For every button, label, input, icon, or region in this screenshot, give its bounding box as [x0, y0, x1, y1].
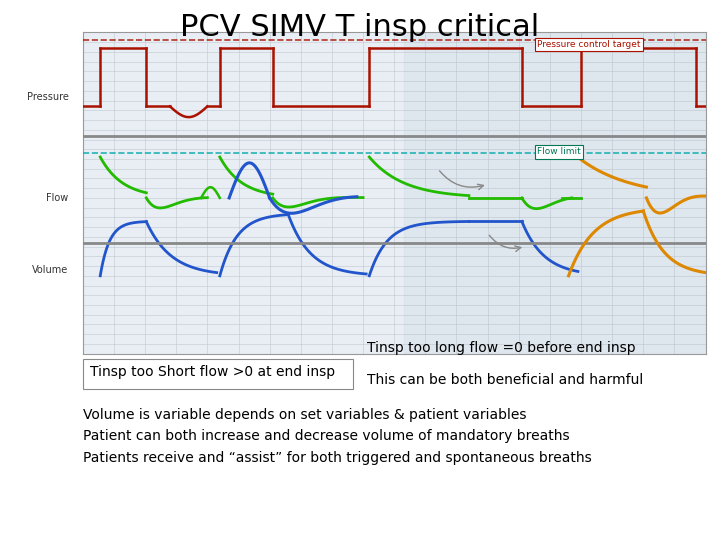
Text: PCV SIMV T insp critical: PCV SIMV T insp critical	[181, 14, 539, 43]
Text: Volume is variable depends on set variables & patient variables: Volume is variable depends on set variab…	[83, 408, 526, 422]
Text: Volume: Volume	[32, 265, 68, 275]
Text: Pressure: Pressure	[27, 92, 68, 102]
Text: This can be both beneficial and harmful: This can be both beneficial and harmful	[367, 373, 644, 387]
Text: Pressure control target: Pressure control target	[537, 40, 641, 49]
Bar	[403, 32, 706, 354]
Text: Tinsp too Short flow >0 at end insp: Tinsp too Short flow >0 at end insp	[90, 366, 335, 380]
Text: Patient can both increase and decrease volume of mandatory breaths: Patient can both increase and decrease v…	[83, 429, 570, 443]
Text: Patients receive and “assist” for both triggered and spontaneous breaths: Patients receive and “assist” for both t…	[83, 451, 592, 465]
Text: Flow: Flow	[46, 193, 68, 203]
Text: Flow limit: Flow limit	[537, 147, 581, 157]
Text: Tinsp too long flow =0 before end insp: Tinsp too long flow =0 before end insp	[367, 341, 636, 355]
